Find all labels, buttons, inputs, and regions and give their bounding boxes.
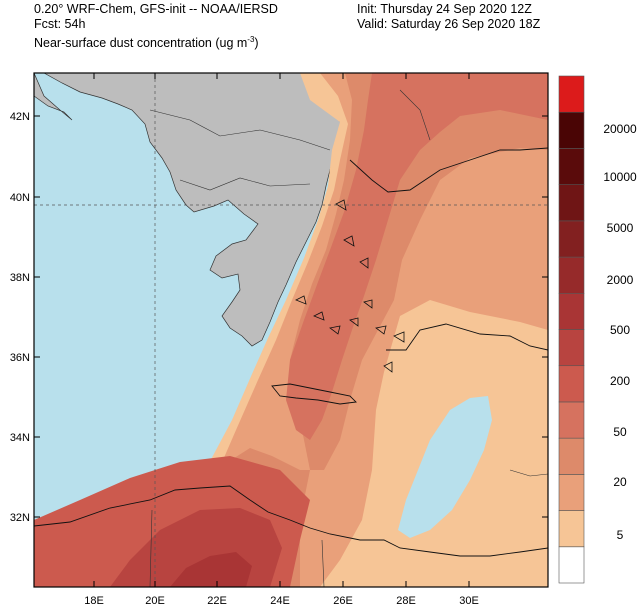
colorbar-bin: [558, 111, 585, 149]
field-title-text: Near-surface dust concentration (ug m: [34, 36, 248, 51]
graticule: [34, 73, 548, 587]
longitude-axis: 18E 20E 22E 24E 26E 28E 30E: [84, 73, 479, 607]
colorbar-bin: [558, 220, 585, 258]
lat-label: 34N: [10, 432, 30, 444]
dust-lightest-patch: [398, 396, 492, 538]
map-header-right: Init: Thursday 24 Sep 2020 12Z Valid: Sa…: [357, 2, 540, 32]
colorbar-bin: [558, 292, 585, 330]
colorbar-label: 200: [610, 374, 630, 388]
colorbar-label: 5: [617, 528, 624, 542]
colorbar-bin: [558, 510, 585, 548]
colorbar-bin: [558, 329, 585, 367]
colorbar-label: 20: [613, 475, 627, 489]
colorbar-label: 20000: [603, 122, 637, 136]
colorbar-label: 2000: [607, 273, 634, 287]
colorbar-bin: [558, 256, 585, 294]
colorbar-bin: [558, 437, 585, 475]
lat-label: 42N: [10, 111, 30, 123]
forecast-hour: Fcst: 54h: [34, 17, 86, 31]
cyclades-islands: [295, 199, 405, 373]
coastline-africa: [34, 485, 548, 557]
lat-label: 40N: [10, 192, 30, 204]
colorbar-bin: [558, 184, 585, 222]
lat-label: 32N: [10, 512, 30, 524]
lon-label: 20E: [145, 595, 165, 607]
lon-label: 22E: [207, 595, 227, 607]
map-header-left: 0.20° WRF-Chem, GFS-init -- NOAA/IERSD F…: [34, 2, 278, 51]
colorbar-bin: [558, 546, 585, 584]
lon-label: 30E: [459, 595, 479, 607]
map-frame: [33, 72, 549, 588]
field-title: Near-surface dust concentration (ug m-3): [34, 32, 278, 51]
italy-heel: [34, 73, 73, 121]
map-area: [34, 73, 548, 587]
colorbar-bin: [558, 148, 585, 185]
lat-label: 36N: [10, 352, 30, 364]
colorbar-label: 50: [613, 425, 627, 439]
field-unit-exponent: -3: [247, 35, 255, 44]
colorbar-bin: [558, 365, 585, 403]
colorbar-label: 5000: [607, 221, 634, 235]
masked-land: [34, 73, 343, 347]
colorbar-bin: [558, 474, 585, 511]
colorbar-label: 500: [610, 323, 630, 337]
colorbar: 20000 10000 5000 2000 500 200 50 20 5: [558, 75, 637, 584]
colorbar-bin: [558, 75, 585, 113]
colorbar-label: 10000: [603, 170, 637, 184]
coastline-crete: [271, 383, 357, 405]
valid-time: Valid: Saturday 26 Sep 2020 18Z: [357, 17, 541, 31]
lon-label: 26E: [333, 595, 353, 607]
lon-label: 18E: [84, 595, 104, 607]
dust-southern-peak: [170, 552, 252, 587]
lon-label: 24E: [270, 595, 290, 607]
init-time: Init: Thursday 24 Sep 2020 12Z: [357, 2, 532, 16]
lon-label: 28E: [396, 595, 416, 607]
field-title-close: ): [254, 36, 259, 51]
coastline-turkey: [349, 147, 548, 351]
border-lines: [149, 89, 548, 587]
dust-50-200: [34, 73, 548, 587]
lat-label: 38N: [10, 272, 30, 284]
model-title: 0.20° WRF-Chem, GFS-init -- NOAA/IERSD: [34, 2, 278, 16]
colorbar-bin: [558, 401, 585, 439]
latitude-axis: 42N 40N 38N 36N 34N 32N: [10, 111, 548, 524]
dust-200-500: [286, 73, 548, 440]
